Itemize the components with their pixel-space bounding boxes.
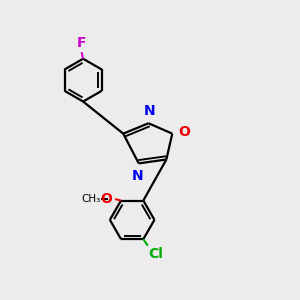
Text: CH₃: CH₃ (82, 194, 101, 204)
Text: O: O (100, 192, 112, 206)
Text: N: N (144, 104, 156, 118)
Text: N: N (132, 169, 143, 183)
Text: O: O (178, 125, 190, 139)
Text: Cl: Cl (149, 248, 164, 262)
Text: F: F (76, 36, 86, 50)
